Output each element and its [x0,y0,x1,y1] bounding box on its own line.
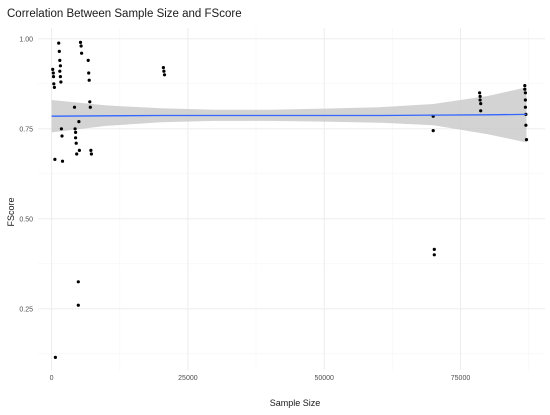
data-point [51,75,56,79]
data-point [524,123,528,127]
grid-lines [38,28,545,370]
chart-title: Correlation Between Sample Size and FSco… [7,8,242,20]
data-point [523,98,528,102]
data-point [57,41,61,45]
data-point [478,98,482,102]
data-point [73,127,77,131]
data-point [432,253,436,257]
data-point [479,109,483,113]
data-point [58,75,63,79]
data-point [52,82,56,86]
data-point [51,67,55,71]
data-point [523,87,527,91]
x-tick-label: 50000 [314,375,334,382]
y-tick-label: 0.25 [19,306,33,313]
data-point [431,129,435,133]
data-point [80,51,84,55]
y-axis-title: FScore [6,197,16,226]
y-tick-label: 0.75 [19,126,33,133]
data-point [59,80,63,84]
data-point [76,280,80,284]
data-point [523,91,528,95]
data-point [58,64,63,68]
data-point [72,105,77,109]
data-point [479,102,483,106]
data-point [89,152,93,156]
data-point [162,69,166,73]
data-point [86,58,90,63]
regression-line [51,113,527,117]
x-tick-label: 75000 [451,375,471,382]
data-point [478,94,482,98]
trend-line [51,113,527,117]
data-point [52,85,57,89]
x-axis-title: Sample Size [270,398,321,408]
data-point [87,71,91,75]
data-point [74,136,78,140]
data-point [89,148,93,152]
y-axis-ticks: 0.25 0.50 0.75 1.00 [19,36,33,313]
data-point [76,303,80,307]
data-point [58,69,62,73]
scatter-points [51,40,529,359]
data-point [88,100,92,104]
data-point [478,91,482,95]
data-point [77,120,81,124]
data-point [57,49,61,54]
data-point [161,66,165,70]
data-point [60,159,65,163]
data-point [58,58,62,63]
x-axis-ticks: 0 25000 50000 75000 [50,375,471,382]
data-point [77,148,81,152]
data-point [53,355,58,359]
data-point [60,134,64,138]
data-point [162,73,167,77]
data-point [524,138,529,142]
data-point [53,157,57,161]
data-point [75,152,79,156]
data-point [523,105,528,109]
x-tick-label: 25000 [178,375,198,382]
data-point [74,141,78,145]
y-tick-label: 1.00 [19,36,33,43]
data-point [59,127,64,131]
y-tick-label: 0.50 [19,216,33,223]
data-point [432,247,436,251]
data-point [523,84,527,88]
data-point [87,78,91,82]
data-point [51,71,55,75]
x-tick-label: 0 [50,375,54,382]
data-point [74,130,78,134]
data-point [88,105,92,109]
data-point [78,40,83,45]
data-point [79,44,83,48]
